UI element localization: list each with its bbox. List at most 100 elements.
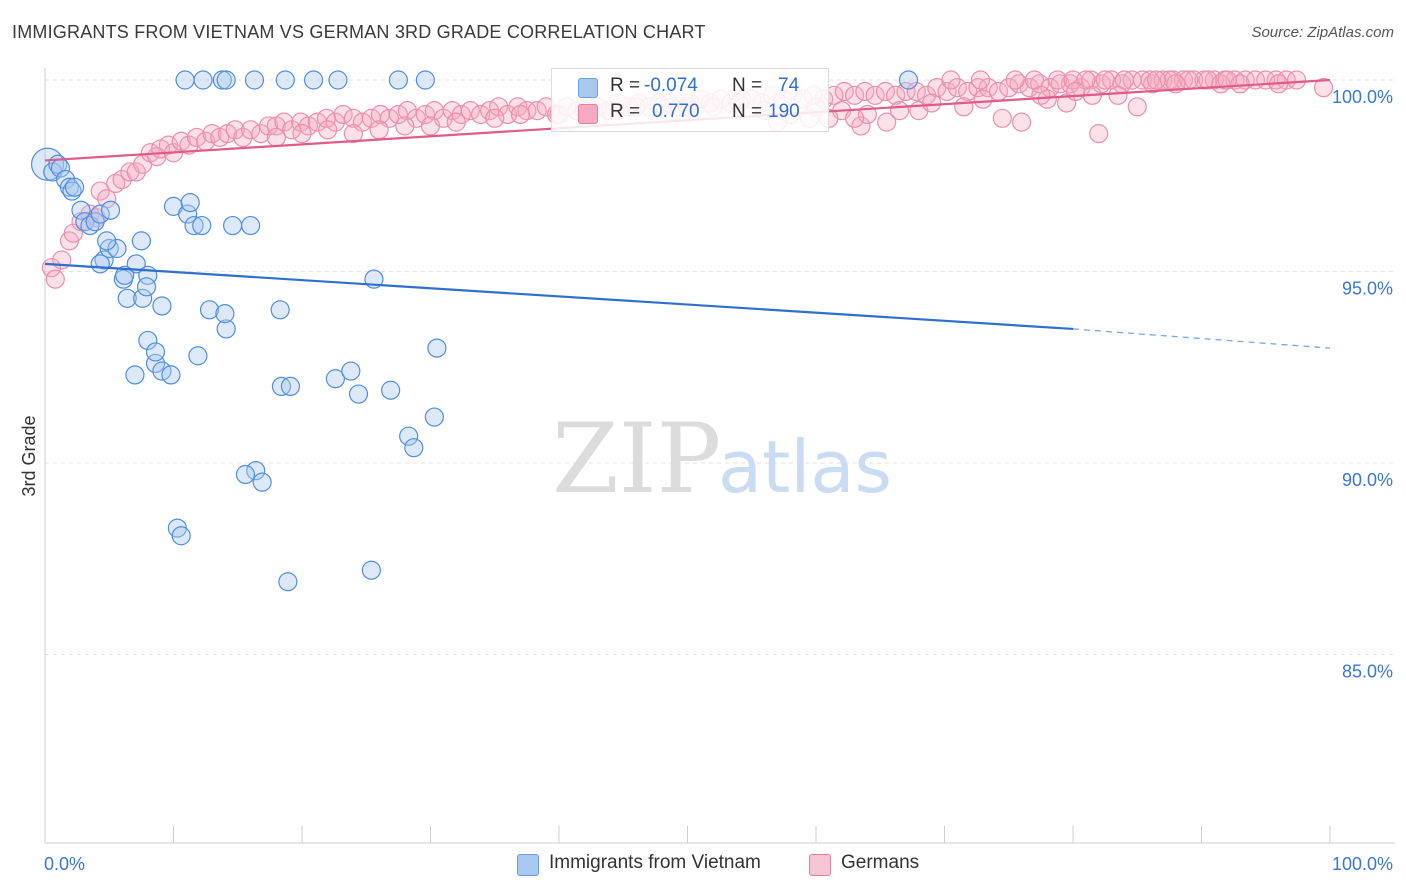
germans-point — [90, 181, 110, 201]
vietnam-point — [125, 365, 145, 385]
vietnam-point — [94, 250, 114, 270]
germans-point — [63, 223, 83, 243]
vietnam-point — [424, 407, 444, 427]
germans-point — [266, 127, 286, 148]
germans-point — [886, 85, 906, 105]
germans-point — [970, 70, 991, 90]
vietnam-point — [184, 215, 204, 236]
vietnam-point — [75, 212, 95, 232]
germans-point — [877, 112, 897, 132]
vietnam-point — [381, 380, 401, 400]
vietnam-point — [175, 70, 195, 90]
stats-r-value: 0.770 — [652, 101, 700, 122]
y-tick-label: 100.0% — [1332, 87, 1393, 107]
germans-point — [958, 81, 978, 102]
germans-point — [241, 120, 261, 140]
grid-lines — [45, 79, 1395, 655]
germans-point — [126, 162, 146, 182]
vietnam-point — [117, 288, 137, 308]
germans-point — [1089, 124, 1109, 144]
germans-point — [45, 269, 65, 289]
vietnam-point — [64, 177, 85, 197]
vietnam-point — [136, 277, 157, 297]
germans-point — [844, 85, 865, 105]
vietnam-point — [215, 304, 235, 324]
vietnam-point — [90, 204, 110, 224]
germans-point — [1011, 112, 1032, 132]
vietnam-point — [115, 265, 135, 285]
germans-point — [510, 104, 531, 125]
vietnam-point — [133, 288, 153, 308]
vietnam-point — [325, 369, 346, 389]
y-axis-title: 3rd Grade — [19, 415, 39, 496]
vietnam-point — [192, 215, 212, 236]
germans-point — [992, 108, 1012, 128]
vietnam-point — [415, 70, 435, 90]
vietnam-point — [275, 70, 295, 90]
vietnam-point — [270, 300, 290, 320]
vietnam-point — [71, 200, 91, 220]
stats-r-value: -0.074 — [644, 75, 698, 96]
germans-point — [1198, 70, 1218, 90]
germans-point — [274, 112, 294, 132]
germans-point — [1146, 70, 1167, 90]
stats-n-value: 74 — [778, 75, 800, 96]
germans-point — [460, 101, 480, 121]
y-tick-label: 95.0% — [1342, 279, 1393, 299]
germans-point — [325, 112, 346, 132]
germans-point — [333, 104, 353, 125]
legend-label-germans: Germans — [841, 852, 920, 873]
germans-point — [1286, 70, 1307, 90]
vietnam-point — [246, 461, 266, 481]
vietnam-point — [145, 342, 166, 362]
x-tick-label: 100.0% — [1332, 854, 1393, 874]
germans-point — [1230, 74, 1250, 94]
germans-point — [999, 78, 1019, 98]
vietnam-point — [99, 238, 119, 259]
germans-point — [1065, 81, 1086, 102]
germans-point — [875, 81, 895, 102]
germans-point — [1009, 74, 1029, 94]
vietnam-point — [361, 560, 381, 580]
germans-point — [896, 81, 916, 102]
germans-point — [1095, 70, 1115, 90]
stats-n-label: N = — [732, 75, 763, 96]
axes — [44, 68, 1395, 844]
germans-point — [1031, 85, 1051, 105]
vietnam-point — [898, 70, 919, 90]
germans-point — [233, 127, 253, 148]
vietnam-trend-line — [44, 262, 1074, 331]
vietnam-point — [280, 376, 301, 396]
vietnam-point — [348, 384, 369, 404]
vietnam-point — [235, 464, 256, 485]
vietnam-point — [131, 231, 151, 251]
stats-swatch-vietnam — [578, 78, 598, 98]
vietnam-point — [252, 472, 272, 492]
vietnam-point — [188, 346, 208, 366]
y-tick-label: 90.0% — [1342, 470, 1393, 490]
stats-n-value: 190 — [768, 101, 800, 122]
germans-point — [258, 116, 279, 136]
source-note: Source: ZipAtlas.com — [1251, 24, 1394, 41]
watermark-atlas: atlas — [718, 425, 892, 509]
vietnam-point — [161, 365, 181, 385]
germans-point — [318, 120, 338, 140]
vietnam-point — [180, 192, 200, 213]
vietnam-point — [427, 338, 447, 358]
vietnam-point — [193, 70, 213, 90]
germans-point — [1225, 70, 1245, 90]
germans-point — [292, 124, 312, 144]
vietnam-point — [97, 231, 117, 251]
germans-point — [834, 81, 854, 102]
vietnam-point — [216, 319, 236, 339]
vietnam-point — [388, 70, 408, 90]
germans-point — [1108, 85, 1128, 105]
axis-labels: 100.0% 95.0% 90.0% 85.0% 0.0% 100.0% 3rd Grade — [19, 87, 1393, 874]
vietnam-point — [178, 204, 198, 224]
germans-point — [889, 101, 910, 121]
vietnam-point — [399, 426, 419, 446]
stats-legend: R = -0.074 N = 74 R = 0.770 N = 190 — [551, 68, 829, 132]
y-tick-label: 85.0% — [1342, 662, 1393, 682]
watermark: ZIP atlas — [552, 403, 892, 515]
vietnam-point — [100, 200, 121, 220]
